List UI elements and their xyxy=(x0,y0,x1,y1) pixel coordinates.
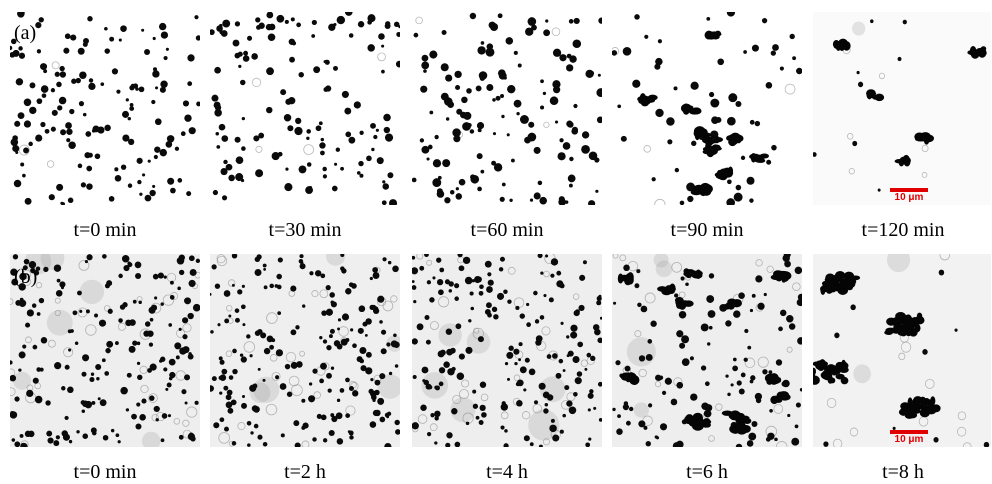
micrograph-b-6h xyxy=(612,254,802,447)
caption-a-3: t=90 min xyxy=(670,219,744,241)
scale-bar-line xyxy=(890,430,928,434)
micrograph-a-120 xyxy=(813,12,991,205)
caption-b-4: t=8 h xyxy=(882,461,924,483)
micrograph-a-90 xyxy=(612,12,802,205)
caption-b-1: t=2 h xyxy=(284,461,326,483)
micrograph-b-4h xyxy=(412,254,602,447)
micrograph-a-0 xyxy=(10,12,200,205)
micrograph-a-60 xyxy=(412,12,602,205)
scale-bar-line xyxy=(890,188,928,192)
scale-bar-a: 10 μm xyxy=(890,188,928,204)
scale-bar-label: 10 μm xyxy=(894,434,924,445)
scale-bar-b: 10 μm xyxy=(890,430,928,446)
micrograph-b-0 xyxy=(10,254,200,447)
caption-b-3: t=6 h xyxy=(686,461,728,483)
caption-a-2: t=60 min xyxy=(470,219,544,241)
micrograph-b-2h xyxy=(210,254,400,447)
caption-a-1: t=30 min xyxy=(268,219,342,241)
panel-label-a: (a) xyxy=(14,22,37,44)
caption-b-0: t=0 min xyxy=(73,461,137,483)
micrograph-a-30 xyxy=(210,12,400,205)
micrograph-b-8h xyxy=(813,254,991,447)
caption-a-4: t=120 min xyxy=(861,219,945,241)
scale-bar-label: 10 μm xyxy=(894,192,924,203)
panel-label-b: (b) xyxy=(14,266,38,288)
caption-b-2: t=4 h xyxy=(486,461,528,483)
caption-a-0: t=0 min xyxy=(73,219,137,241)
